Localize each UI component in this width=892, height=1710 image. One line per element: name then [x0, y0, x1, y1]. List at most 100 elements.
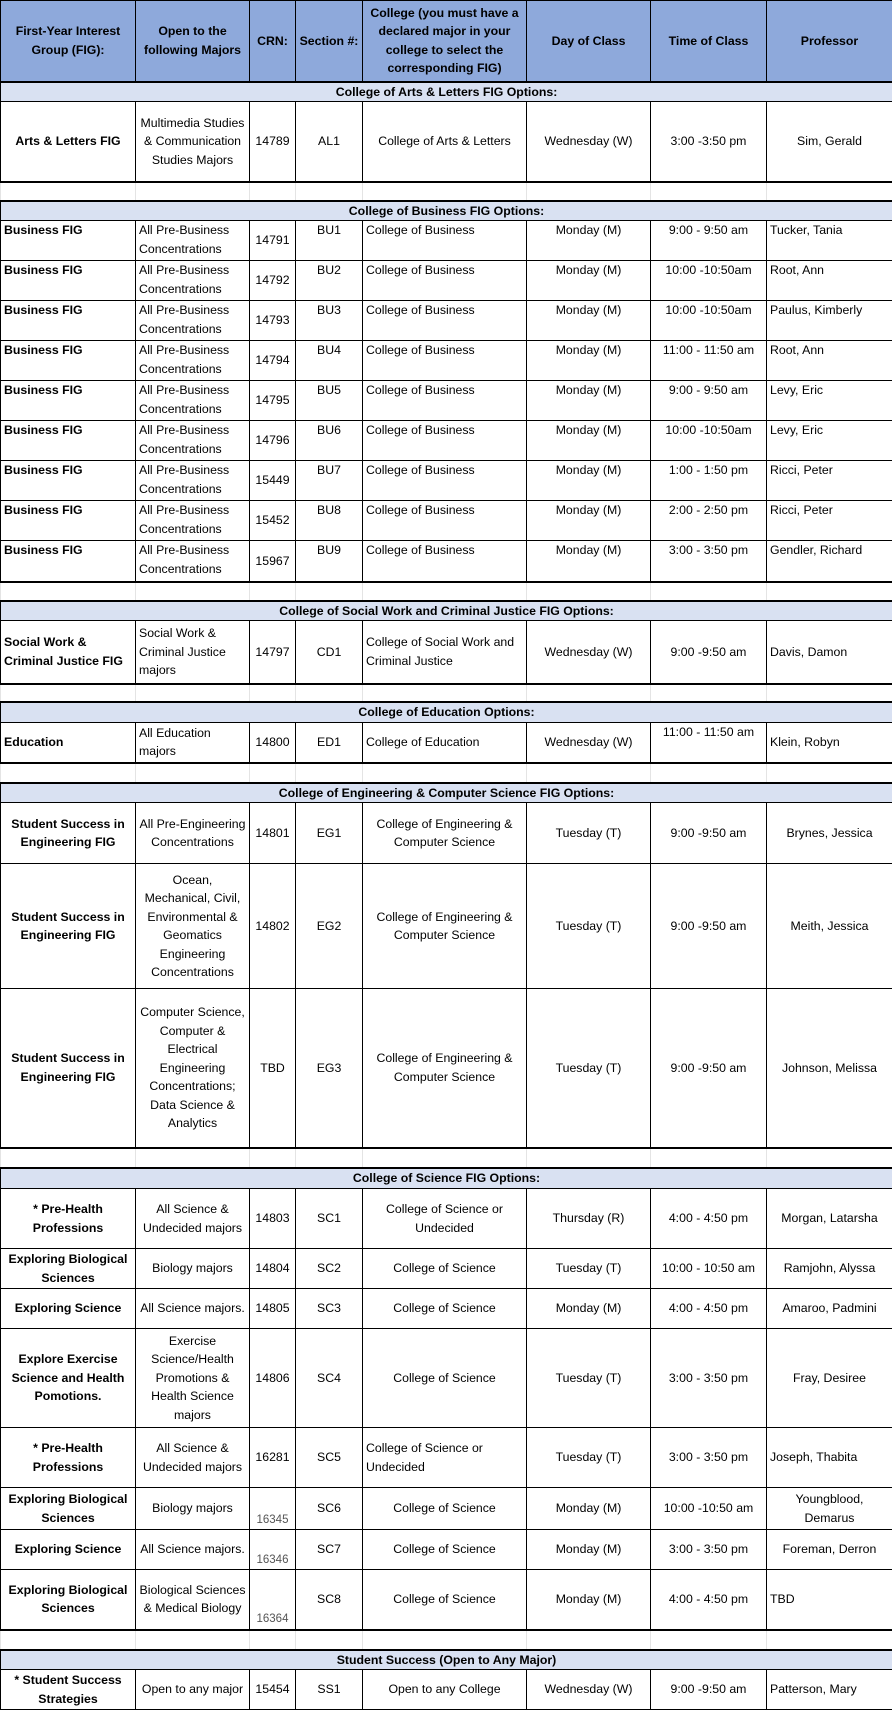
time-cell: 11:00 - 11:50 am	[651, 723, 767, 763]
section-title: Student Success (Open to Any Major)	[1, 1650, 892, 1670]
fig-name-cell: * Pre-Health Professions	[1, 1189, 136, 1249]
empty-cell	[651, 684, 767, 702]
empty-cell	[1, 582, 136, 601]
section-number-cell: SC1	[296, 1189, 363, 1249]
crn-cell: 16346	[250, 1530, 296, 1570]
time-cell: 10:00 -10:50am	[651, 261, 767, 301]
section-number-cell: EG1	[296, 803, 363, 864]
section-title: College of Education Options:	[1, 702, 892, 723]
crn-cell: 16345	[250, 1488, 296, 1530]
crn-cell: 15967	[250, 541, 296, 582]
empty-cell	[767, 1148, 892, 1168]
section-title: College of Social Work and Criminal Just…	[1, 601, 892, 621]
section-number-cell: SC3	[296, 1289, 363, 1329]
majors-cell: All Pre-Business Concentrations	[136, 261, 250, 301]
section-number-cell: EG2	[296, 864, 363, 989]
time-cell: 3:00 - 3:50 pm	[651, 1428, 767, 1488]
day-cell: Monday (M)	[527, 301, 651, 341]
empty-cell	[296, 763, 363, 783]
spacer-row	[1, 763, 892, 783]
day-cell: Tuesday (T)	[527, 1249, 651, 1289]
empty-cell	[527, 1148, 651, 1168]
section-header: College of Social Work and Criminal Just…	[1, 601, 892, 621]
majors-cell: All Pre-Business Concentrations	[136, 421, 250, 461]
fig-name-cell: Student Success in Engineering FIG	[1, 803, 136, 864]
majors-cell: All Pre-Business Concentrations	[136, 501, 250, 541]
day-cell: Monday (M)	[527, 1530, 651, 1570]
day-cell: Tuesday (T)	[527, 864, 651, 989]
crn-cell: 14801	[250, 803, 296, 864]
fig-name-cell: * Student Success Strategies	[1, 1670, 136, 1710]
empty-cell	[296, 582, 363, 601]
time-cell: 9:00 - 9:50 am	[651, 221, 767, 261]
empty-cell	[527, 1630, 651, 1650]
empty-cell	[651, 182, 767, 201]
majors-cell: Open to any major	[136, 1670, 250, 1710]
majors-cell: All Pre-Business Concentrations	[136, 541, 250, 582]
college-cell: College of Business	[363, 341, 527, 381]
day-cell: Tuesday (T)	[527, 1428, 651, 1488]
professor-cell: Patterson, Mary	[767, 1670, 892, 1710]
section-number-cell: SC8	[296, 1570, 363, 1630]
majors-cell: Biology majors	[136, 1249, 250, 1289]
header-professor: Professor	[767, 1, 892, 82]
college-cell: College of Science or Undecided	[363, 1189, 527, 1249]
fig-name-cell: Business FIG	[1, 381, 136, 421]
college-cell: College of Science	[363, 1289, 527, 1329]
spacer-row	[1, 1630, 892, 1650]
majors-cell: Exercise Science/Health Promotions & Hea…	[136, 1329, 250, 1428]
day-cell: Thursday (R)	[527, 1189, 651, 1249]
day-cell: Wednesday (W)	[527, 723, 651, 763]
fig-name-cell: Explore Exercise Science and Health Pomo…	[1, 1329, 136, 1428]
empty-cell	[136, 582, 250, 601]
day-cell: Monday (M)	[527, 1570, 651, 1630]
empty-cell	[136, 763, 250, 783]
empty-cell	[296, 684, 363, 702]
empty-cell	[651, 763, 767, 783]
empty-cell	[363, 763, 527, 783]
time-cell: 9:00 -9:50 am	[651, 621, 767, 684]
time-cell: 4:00 - 4:50 pm	[651, 1189, 767, 1249]
crn-cell: 14804	[250, 1249, 296, 1289]
day-cell: Monday (M)	[527, 341, 651, 381]
empty-cell	[1, 1630, 136, 1650]
header-majors: Open to the following Majors	[136, 1, 250, 82]
professor-cell: Davis, Damon	[767, 621, 892, 684]
section-number-cell: BU4	[296, 341, 363, 381]
empty-cell	[767, 582, 892, 601]
day-cell: Tuesday (T)	[527, 989, 651, 1148]
time-cell: 10:00 -10:50 am	[651, 1488, 767, 1530]
time-cell: 10:00 - 10:50 am	[651, 1249, 767, 1289]
time-cell: 3:00 - 3:50 pm	[651, 541, 767, 582]
header-section: Section #:	[296, 1, 363, 82]
section-number-cell: BU1	[296, 221, 363, 261]
time-cell: 9:00 -9:50 am	[651, 864, 767, 989]
college-cell: College of Business	[363, 381, 527, 421]
empty-cell	[1, 763, 136, 783]
day-cell: Tuesday (T)	[527, 1329, 651, 1428]
header-fig: First-Year Interest Group (FIG):	[1, 1, 136, 82]
majors-cell: All Education majors	[136, 723, 250, 763]
empty-cell	[363, 1630, 527, 1650]
college-cell: College of Business	[363, 261, 527, 301]
empty-cell	[250, 1148, 296, 1168]
header-crn: CRN:	[250, 1, 296, 82]
time-cell: 3:00 - 3:50 pm	[651, 1329, 767, 1428]
empty-cell	[767, 684, 892, 702]
professor-cell: Levy, Eric	[767, 381, 892, 421]
day-cell: Monday (M)	[527, 501, 651, 541]
section-number-cell: BU5	[296, 381, 363, 421]
section-number-cell: SC6	[296, 1488, 363, 1530]
majors-cell: Multimedia Studies & Communication Studi…	[136, 102, 250, 182]
crn-cell: TBD	[250, 989, 296, 1148]
empty-cell	[363, 182, 527, 201]
crn-cell: 14792	[250, 261, 296, 301]
